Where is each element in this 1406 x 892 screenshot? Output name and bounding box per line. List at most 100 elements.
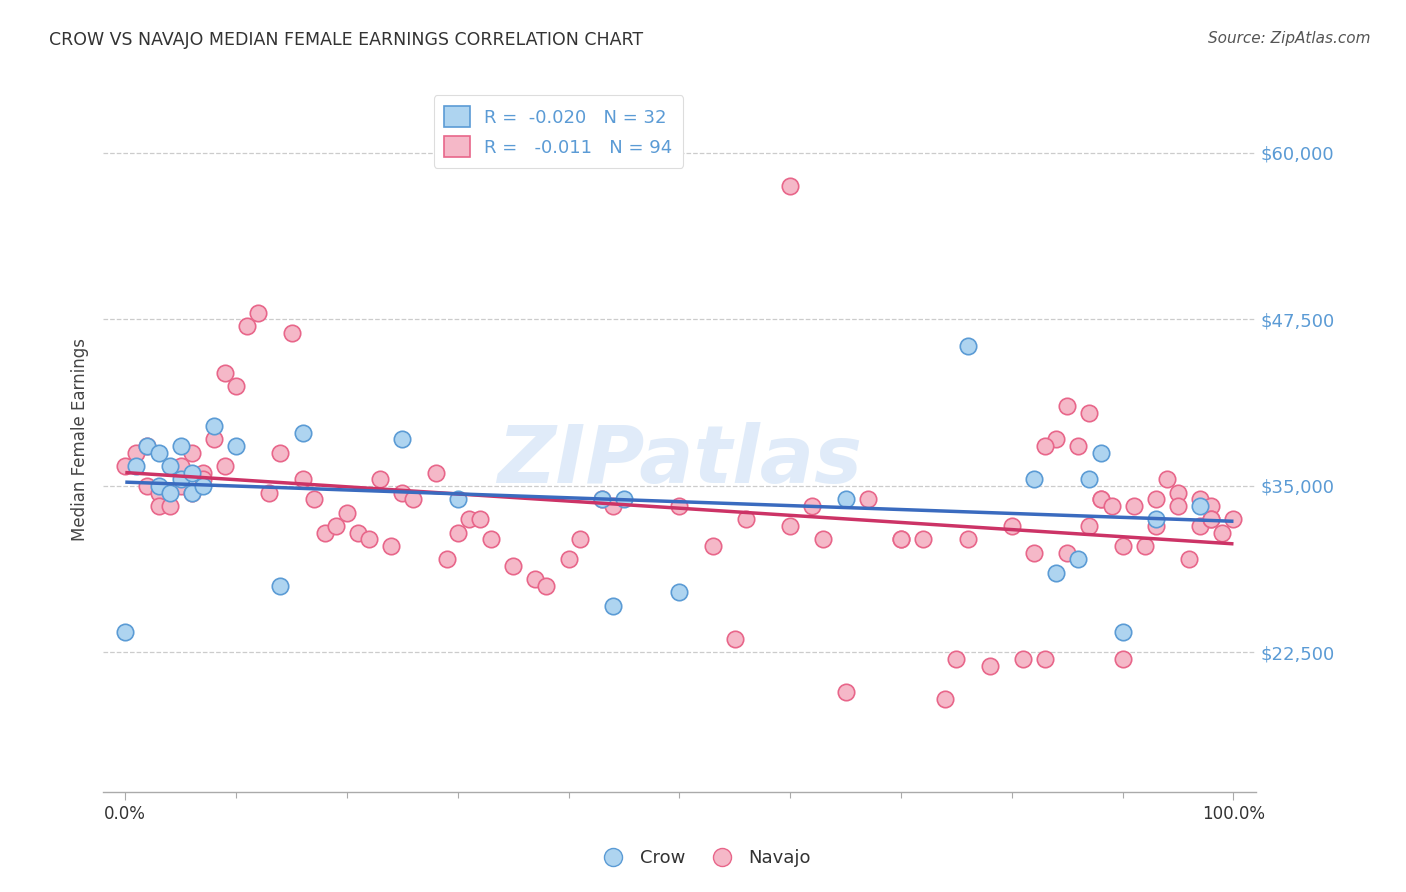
Point [1033,439,1056,453]
Point [956,533,979,547]
Point [1078,519,1101,533]
Point [1056,545,1078,559]
Point [1078,472,1101,486]
Point [302,492,325,507]
Point [402,492,425,507]
Point [191,472,214,486]
Point [591,492,613,507]
Point [1067,439,1090,453]
Text: CROW VS NAVAJO MEDIAN FEMALE EARNINGS CORRELATION CHART: CROW VS NAVAJO MEDIAN FEMALE EARNINGS CO… [49,31,644,49]
Point [170,439,193,453]
Point [214,366,236,380]
Point [1045,433,1067,447]
Point [557,552,579,566]
Point [468,512,491,526]
Point [834,492,856,507]
Point [502,558,524,573]
Point [159,458,181,473]
Point [436,552,458,566]
Point [125,458,148,473]
Point [779,179,801,194]
Point [568,533,591,547]
Point [724,632,747,646]
Point [180,485,202,500]
Point [259,485,281,500]
Point [148,479,170,493]
Point [336,506,359,520]
Point [602,599,624,613]
Point [1033,652,1056,666]
Point [668,499,690,513]
Point [159,499,181,513]
Point [1156,472,1178,486]
Point [1211,525,1233,540]
Point [1090,445,1112,459]
Point [148,445,170,459]
Point [159,485,181,500]
Point [1078,406,1101,420]
Point [591,492,613,507]
Point [269,579,291,593]
Point [191,479,214,493]
Point [425,466,447,480]
Point [1201,512,1223,526]
Point [945,652,967,666]
Point [314,525,336,540]
Point [1022,472,1045,486]
Point [191,466,214,480]
Point [834,685,856,699]
Point [114,625,136,640]
Point [1201,512,1223,526]
Point [347,525,370,540]
Point [1001,519,1024,533]
Point [1111,625,1133,640]
Point [447,525,470,540]
Point [1167,485,1189,500]
Point [613,492,636,507]
Point [890,533,912,547]
Point [1101,499,1123,513]
Point [180,485,202,500]
Point [391,433,413,447]
Point [380,539,402,553]
Point [536,579,558,593]
Point [1167,499,1189,513]
Point [1189,499,1212,513]
Point [447,492,470,507]
Point [1111,539,1133,553]
Point [180,466,202,480]
Point [1189,519,1212,533]
Point [225,379,247,393]
Point [1067,552,1090,566]
Legend: R =  -0.020   N = 32, R =   -0.011   N = 94: R = -0.020 N = 32, R = -0.011 N = 94 [433,95,683,168]
Point [934,692,956,706]
Point [291,472,314,486]
Point [1222,512,1244,526]
Text: Source: ZipAtlas.com: Source: ZipAtlas.com [1208,31,1371,46]
Point [359,533,381,547]
Point [225,439,247,453]
Y-axis label: Median Female Earnings: Median Female Earnings [72,338,89,541]
Point [202,419,225,434]
Point [114,458,136,473]
Point [1178,552,1201,566]
Point [801,499,824,513]
Point [125,445,148,459]
Point [247,306,270,320]
Point [148,485,170,500]
Point [890,533,912,547]
Point [734,512,756,526]
Point [1189,492,1212,507]
Point [856,492,879,507]
Legend: Crow, Navajo: Crow, Navajo [588,842,818,874]
Point [1045,566,1067,580]
Point [702,539,724,553]
Point [180,445,202,459]
Point [524,572,547,586]
Point [236,319,259,334]
Point [1201,499,1223,513]
Point [1022,545,1045,559]
Point [1090,492,1112,507]
Point [1144,512,1167,526]
Point [214,458,236,473]
